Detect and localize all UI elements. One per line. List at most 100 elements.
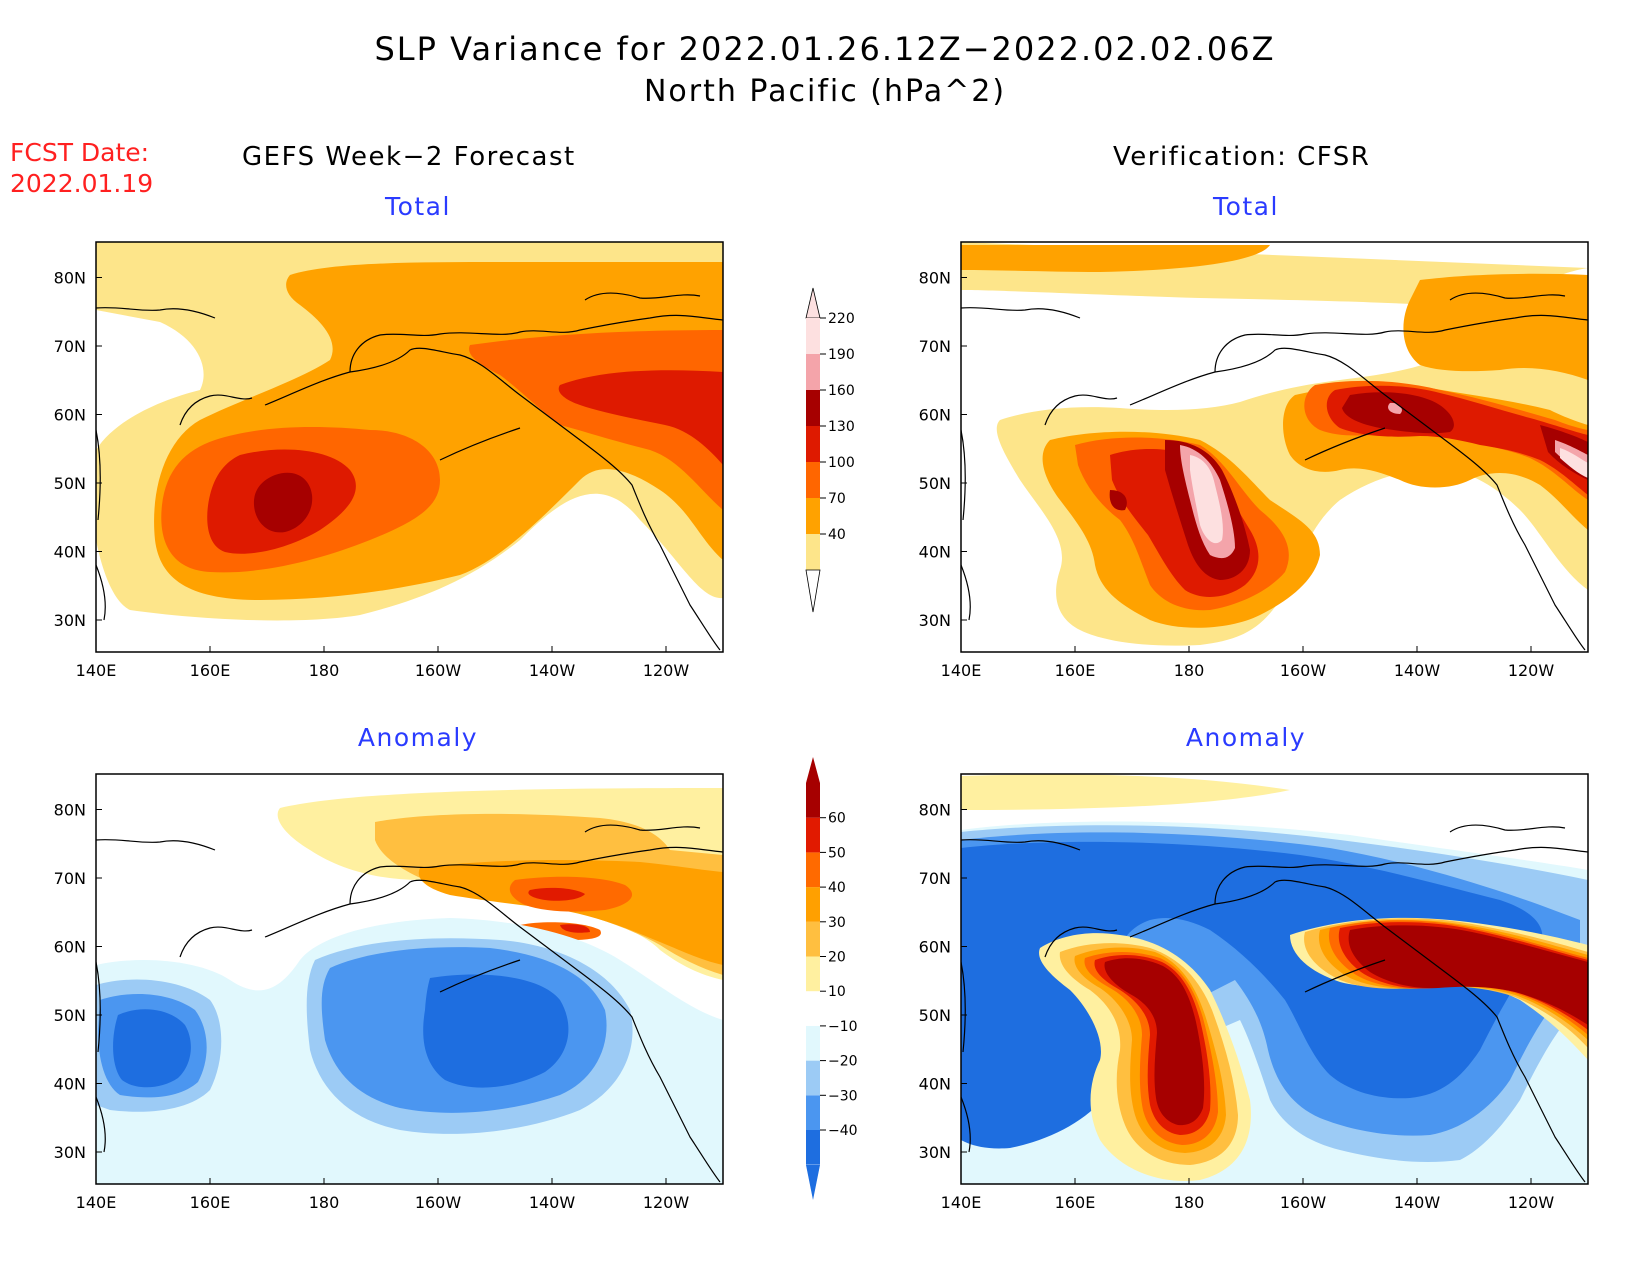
y-tick-label: 30N [919, 1143, 951, 1162]
colorbar-total: 40 70 100 130 160 190 220 [805, 287, 855, 613]
x-tick-label: 120W [1508, 661, 1555, 680]
y-tick-label: 50N [54, 1006, 86, 1025]
colorbar-total-bottom-triangle [805, 569, 821, 613]
y-tick-label: 40N [54, 1075, 86, 1094]
panel-frame [960, 773, 1589, 1185]
y-tick-label: 60N [919, 406, 951, 425]
x-tick-label: 140E [941, 661, 982, 680]
x-tick-label: 160W [415, 1193, 462, 1212]
contour-fill-pos50 [528, 887, 590, 933]
contour-fill-neg40 [113, 974, 569, 1088]
colorbar-label: −10 [828, 1019, 858, 1035]
panel-title-verification-anomaly: Anomaly [1185, 723, 1307, 752]
colorbar-swatch [806, 390, 820, 426]
colorbar-label: 190 [828, 347, 855, 363]
colorbar-anomaly-top-triangle [806, 757, 820, 783]
y-tick-label: 50N [54, 474, 86, 493]
map-forecast-anomaly [95, 773, 724, 1185]
y-tick-label: 30N [54, 1143, 86, 1162]
map-forecast-total [95, 241, 724, 653]
colorbar-label: 20 [828, 950, 846, 966]
colorbar-label: 10 [828, 984, 846, 1000]
x-tick-label: 120W [643, 661, 690, 680]
x-tick-label: 180 [309, 661, 340, 680]
x-tick-label: 160W [1280, 661, 1327, 680]
x-tick-label: 120W [1508, 1193, 1555, 1212]
y-tick-label: 80N [54, 801, 86, 820]
colorbar-total-top-triangle [805, 287, 821, 319]
map-verification-total [960, 241, 1589, 653]
colorbar-anomaly-boxes [806, 783, 820, 1165]
panel-title-forecast-anomaly: Anomaly [357, 723, 479, 752]
x-tick-label: 140W [529, 1193, 576, 1212]
y-tick-label: 50N [919, 1006, 951, 1025]
y-tick-label: 30N [54, 611, 86, 630]
contour-fill-pos60 [1104, 925, 1588, 1126]
fcst-date-text: 2022.01.19 [10, 169, 154, 198]
x-tick-label: 140E [76, 1193, 117, 1212]
y-tick-label: 40N [919, 543, 951, 562]
x-tick-label: 140W [1394, 1193, 1441, 1212]
y-tick-label: 70N [54, 869, 86, 888]
y-tick-label: 40N [919, 1075, 951, 1094]
colorbar-swatch [806, 852, 820, 888]
contour-fill-190 [1180, 402, 1588, 559]
y-tick-label: 80N [54, 269, 86, 288]
colorbar-total-boxes [806, 318, 820, 570]
x-tick-label: 140E [941, 1193, 982, 1212]
map-verification-anomaly [960, 773, 1589, 1185]
x-tick-label: 140W [1394, 661, 1441, 680]
contour-fill-130 [207, 370, 723, 554]
colorbar-swatch [806, 1095, 820, 1130]
colorbar-anomaly: −40 −30 −20 −10 10 20 30 40 50 60 [806, 757, 858, 1200]
fcst-label-text: FCST Date: [10, 138, 150, 167]
x-tick-label: 140E [76, 661, 117, 680]
colorbar-swatch [806, 991, 820, 1026]
y-tick-label: 70N [919, 337, 951, 356]
x-tick-label: 160E [190, 1193, 231, 1212]
colorbar-swatch [806, 956, 820, 992]
y-tick-label: 70N [54, 337, 86, 356]
coastline [96, 292, 723, 651]
colorbar-swatch [806, 534, 820, 570]
colorbar-swatch [806, 318, 820, 354]
panel-title-verification-total: Total [1213, 192, 1279, 221]
y-tick-label: 80N [919, 269, 951, 288]
colorbar-label: 40 [828, 880, 846, 896]
colorbar-label: −40 [828, 1123, 858, 1139]
main-title: SLP Variance for 2022.01.26.12Z−2022.02.… [374, 30, 1276, 68]
y-tick-label: 70N [919, 869, 951, 888]
right-column-title: Verification: CFSR [1113, 142, 1371, 172]
colorbar-label: 70 [828, 491, 846, 507]
left-column-title: GEFS Week−2 Forecast [242, 142, 576, 172]
colorbar-swatch [806, 921, 820, 957]
x-tick-label: 160E [1055, 1193, 1096, 1212]
colorbar-swatch [806, 498, 820, 534]
colorbar-label: 50 [828, 845, 846, 861]
panel-frame [95, 241, 724, 653]
colorbar-label: 40 [828, 527, 846, 543]
panel-title-forecast-total: Total [385, 192, 451, 221]
x-tick-label: 160W [415, 661, 462, 680]
forecast-date-label: FCST Date: 2022.01.19 [10, 137, 153, 199]
coastline [96, 824, 723, 1183]
y-tick-label: 80N [919, 801, 951, 820]
colorbar-label: −30 [828, 1088, 858, 1104]
colorbar-swatch [806, 887, 820, 922]
contour-fill-pos30 [418, 860, 723, 965]
contour-fill-70 [961, 245, 1588, 628]
colorbar-swatch [806, 1130, 820, 1165]
panel-frame [95, 773, 724, 1185]
colorbar-swatch [806, 426, 820, 462]
colorbar-total-labels: 40 70 100 130 160 190 220 [820, 311, 855, 543]
colorbar-label: 160 [828, 383, 855, 399]
colorbar-label: −20 [828, 1054, 858, 1070]
x-tick-label: 140W [529, 661, 576, 680]
x-tick-label: 160E [1055, 661, 1096, 680]
colorbar-swatch [806, 462, 820, 498]
x-tick-label: 120W [643, 1193, 690, 1212]
y-tick-label: 50N [919, 474, 951, 493]
y-tick-label: 40N [54, 543, 86, 562]
coastline [961, 824, 1588, 1183]
